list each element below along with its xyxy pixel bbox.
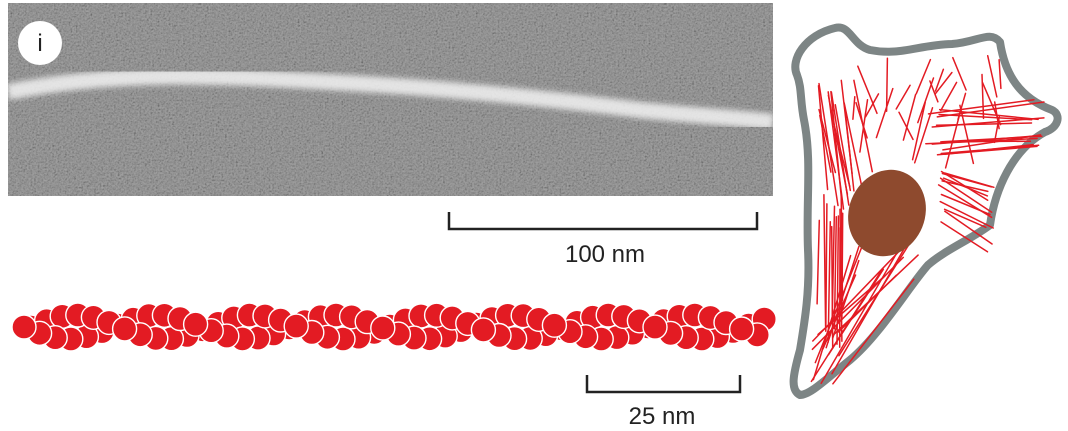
stress-fiber (830, 90, 843, 198)
nucleus (848, 169, 926, 257)
stress-fiber (827, 268, 885, 356)
stress-fiber (940, 81, 958, 112)
stress-fiber (814, 246, 863, 364)
stress-fiber (941, 172, 993, 188)
stress-fiber (942, 134, 1042, 151)
stress-fiber (944, 111, 962, 169)
stress-fiber (820, 243, 903, 385)
stress-fiber (852, 95, 856, 120)
scale-bar-100nm-label: 100 nm (565, 241, 645, 268)
stress-fiber (827, 94, 849, 196)
stress-fiber (831, 239, 910, 375)
stress-fiber (885, 57, 889, 113)
panel-letter: i (37, 30, 42, 57)
stress-fiber (816, 219, 821, 305)
panel-badge-circle (18, 21, 62, 65)
stress-fiber (895, 84, 911, 110)
stress-fiber (817, 85, 829, 191)
stress-fiber (902, 93, 917, 141)
stress-fiber (959, 104, 975, 165)
stress-fiber (937, 184, 993, 219)
stress-fiber (929, 80, 939, 103)
stress-fiber (843, 104, 855, 192)
micrograph-background (8, 3, 773, 196)
stress-fiber (822, 274, 857, 350)
stress-fiber (940, 221, 989, 253)
stress-fibers (810, 54, 1045, 385)
stress-fiber (940, 140, 1032, 143)
stress-fiber (943, 208, 987, 229)
stress-fiber (936, 145, 1038, 156)
stress-fiber (935, 122, 1033, 126)
scale-bar-25nm-line (585, 375, 742, 394)
scale-bar-25nm: 25 nm (585, 375, 742, 430)
stress-fiber (938, 108, 1039, 121)
stress-fiber (827, 221, 832, 343)
stress-fiber (915, 58, 932, 95)
micrograph-filament (8, 68, 773, 130)
stress-fiber (934, 71, 953, 95)
panel-badge: i (18, 21, 62, 65)
stress-fiber (837, 274, 898, 333)
actin-helix-model (11, 302, 777, 352)
stress-fiber (944, 210, 993, 245)
stress-fiber (811, 256, 905, 351)
actin-subunit (11, 314, 37, 340)
cell-illustration (789, 23, 1062, 399)
stress-fiber (898, 111, 914, 141)
actin-subunit (283, 313, 309, 339)
stress-fiber (875, 87, 894, 139)
stress-fiber (938, 113, 1033, 121)
stress-fiber (939, 177, 993, 213)
actin-subunit (470, 317, 497, 343)
stress-fiber (818, 82, 839, 207)
actin-subunit (728, 316, 755, 342)
stress-fiber (986, 54, 998, 98)
actin-subunit (182, 311, 209, 337)
stress-fiber (825, 203, 828, 332)
scale-bar-25nm-label: 25 nm (629, 403, 696, 430)
stress-fiber (936, 101, 1045, 118)
actin-subunit (370, 315, 396, 341)
stress-fiber (834, 103, 852, 192)
stress-fiber (952, 56, 967, 91)
stress-fiber (838, 241, 911, 357)
stress-fiber (812, 245, 906, 342)
stress-fiber (855, 101, 868, 139)
micrograph-panel (8, 3, 773, 196)
stress-fiber (831, 205, 836, 325)
stress-fiber (864, 93, 880, 118)
stress-fiber (843, 102, 864, 193)
stress-fiber (941, 180, 989, 193)
stress-fiber (812, 254, 852, 381)
stress-fiber (998, 58, 1002, 90)
stress-fiber (857, 65, 878, 115)
actin-subunit (111, 316, 138, 342)
stress-fiber (934, 68, 945, 92)
actin-subunit (541, 312, 568, 338)
stress-fiber (841, 212, 844, 319)
stress-fiber (939, 200, 994, 229)
scale-bar-100nm-line (447, 212, 759, 231)
stress-fiber (832, 278, 915, 385)
stress-fiber (927, 98, 1035, 115)
scale-bar-100nm: 100 nm (447, 212, 759, 268)
actin-subunit (642, 314, 668, 340)
stress-fiber (911, 101, 926, 161)
stress-fiber (913, 107, 934, 164)
